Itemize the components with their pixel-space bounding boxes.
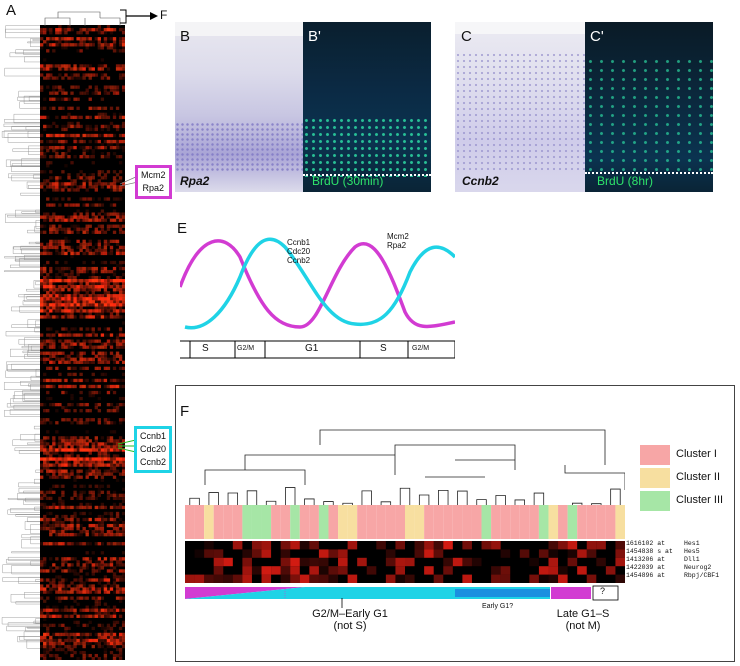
- label-g2m-text: G2/M–Early G1: [312, 608, 388, 620]
- phase-s-1: S: [202, 343, 209, 354]
- stained-cells-c: [455, 52, 585, 172]
- panel-letter-a: A: [6, 2, 17, 19]
- f-arrow: [120, 9, 158, 24]
- label-not-m: (not M): [565, 620, 601, 632]
- probe-1: 1616102 at: [626, 540, 666, 547]
- panel-letter-c-prime: C': [590, 28, 604, 45]
- stained-cells: [175, 122, 303, 172]
- cell-cycle-curves: [180, 237, 455, 359]
- panel-f-box: [175, 385, 735, 662]
- cyan-gene-list: Ccnb1 Cdc20 Ccnb2: [287, 238, 310, 265]
- tissue-surface: [175, 22, 303, 36]
- left-dendrogram: [1, 25, 40, 649]
- label-late-g1-s: Late G1–S (not M): [548, 608, 618, 632]
- panel-letter-b-prime: B': [308, 28, 321, 45]
- ventricle-line: [303, 174, 431, 176]
- magenta-curve: [180, 239, 455, 329]
- callout-gene-rpa2: Rpa2: [142, 183, 164, 193]
- callout-gene-cdc20: Cdc20: [140, 444, 167, 454]
- phase-g2m-1: G2/M: [237, 345, 255, 352]
- callout-leader-cyan: [118, 439, 137, 453]
- brdu-cells: [303, 117, 431, 177]
- probe-list: 1616102 at 1454838 s at 1413206 at 14220…: [626, 540, 673, 580]
- micrograph-c-prime: [585, 22, 713, 192]
- phase-g2m-2: G2/M: [412, 345, 430, 352]
- label-not-s: (not S): [333, 620, 367, 632]
- callout-magenta: Mcm2 Rpa2: [135, 165, 172, 199]
- label-g2m-early-g1: G2/M–Early G1 (not S): [300, 608, 400, 632]
- e-gene-cdc20: Cdc20: [287, 247, 311, 256]
- e-gene-ccnb2: Ccnb2: [287, 256, 311, 265]
- ventricle-line-c: [585, 172, 713, 174]
- probe-2: 1454838 s at: [626, 548, 673, 555]
- micrograph-b-prime: [303, 22, 431, 192]
- heatmap-a: [40, 25, 125, 660]
- heatmap-f: [185, 541, 625, 583]
- callout-cyan: Ccnb1 Cdc20 Ccnb2: [134, 426, 173, 473]
- legend-swatch-cluster-i: [640, 445, 670, 465]
- panel-letter-c: C: [461, 28, 472, 45]
- micrograph-b: [175, 22, 303, 192]
- callout-gene-mcm2: Mcm2: [141, 170, 166, 180]
- legend-cluster-iii: Cluster III: [676, 494, 724, 506]
- callout-gene-ccnb1: Ccnb1: [140, 431, 167, 441]
- label-ccnb2: Ccnb2: [462, 174, 499, 188]
- e-gene-ccnb1: Ccnb1: [287, 238, 311, 247]
- top-dendrogram: [44, 11, 121, 26]
- phase-s-2: S: [380, 343, 387, 354]
- panel-letter-f: F: [180, 403, 190, 420]
- panel-letter-b: B: [180, 28, 191, 45]
- legend-cluster-i: Cluster I: [676, 448, 717, 460]
- sample-label-strip: [185, 505, 625, 539]
- legend-swatch-cluster-iii: [640, 491, 670, 511]
- brdu-cells-c: [585, 57, 713, 172]
- gene-neurog2: Neurog2: [684, 564, 712, 571]
- gene-dll1: Dll1: [684, 556, 700, 563]
- gene-rbpj: Rbpj/CBF1: [684, 572, 720, 579]
- legend-swatch-cluster-ii: [640, 468, 670, 488]
- label-early-g1: Early G1?: [482, 603, 514, 610]
- magenta-gene-list: Mcm2 Rpa2: [387, 232, 409, 250]
- panel-letter-e: E: [177, 220, 188, 237]
- legend-cluster-ii: Cluster II: [676, 471, 721, 483]
- probe-5: 1454896 at: [626, 572, 666, 579]
- gene-hes1: Hes1: [684, 540, 700, 547]
- e-gene-rpa2: Rpa2: [387, 241, 407, 250]
- question-box: ?: [600, 586, 606, 596]
- tissue-surface-c: [455, 22, 585, 34]
- phase-bar: [185, 585, 619, 601]
- leader-g2m: [341, 598, 343, 608]
- probe-4: 1422039 at: [626, 564, 666, 571]
- gene-list: Hes1 Hes5 Dll1 Neurog2 Rbpj/CBF1: [684, 540, 719, 580]
- phase-g1: G1: [305, 343, 319, 354]
- probe-3: 1413206 at: [626, 556, 666, 563]
- callout-gene-ccnb2: Ccnb2: [140, 457, 167, 467]
- cluster-dendrogram: [189, 429, 625, 507]
- label-rpa2: Rpa2: [180, 174, 210, 188]
- label-brdu-30min: BrdU (30min): [312, 174, 384, 188]
- micrograph-c: [455, 22, 585, 192]
- gene-hes5: Hes5: [684, 548, 700, 555]
- label-brdu-8hr: BrdU (8hr): [597, 174, 654, 188]
- cyan-curve: [184, 237, 455, 330]
- e-gene-mcm2: Mcm2: [387, 232, 409, 241]
- f-arrow-label: F: [160, 8, 168, 22]
- label-late-g1-text: Late G1–S: [556, 608, 610, 620]
